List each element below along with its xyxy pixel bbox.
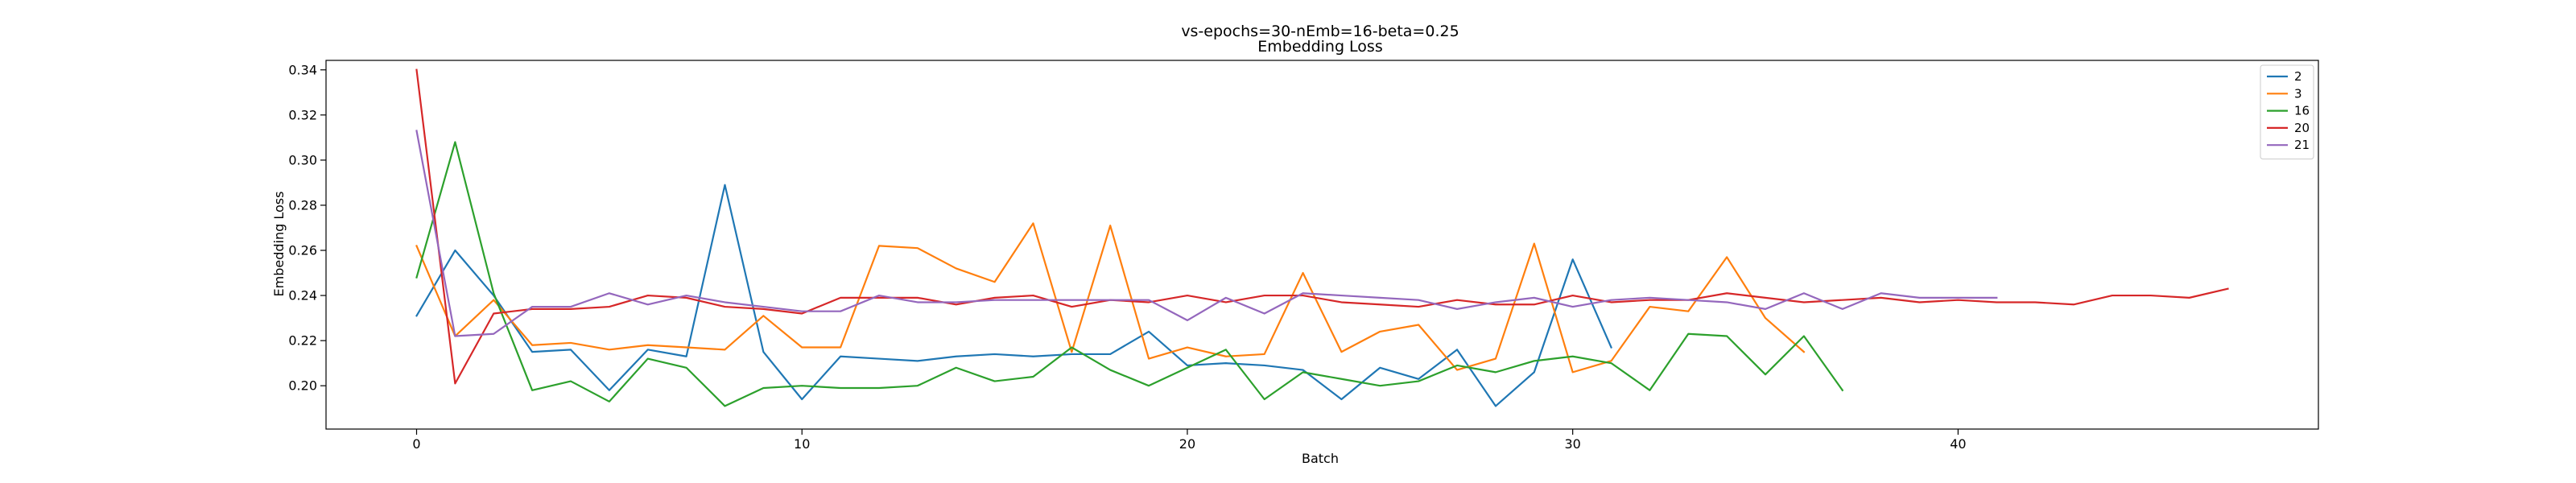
x-tick-label: 0 — [412, 436, 420, 452]
legend-box — [2260, 64, 2314, 159]
series-line-2 — [415, 184, 1612, 407]
y-tick-label: 0.20 — [288, 378, 317, 394]
legend: 2 3 16 20 21 — [2260, 64, 2314, 159]
y-tick-label: 0.34 — [288, 62, 317, 77]
x-tick-label: 30 — [1564, 436, 1580, 452]
chart-subtitle: Embedding Loss — [1257, 38, 1382, 56]
x-axis-label: Batch — [1302, 451, 1339, 466]
series-line-3 — [415, 222, 1806, 374]
chart-title: vs-epochs=30-nEmb=16-beta=0.25 — [1181, 23, 1459, 40]
legend-label-2: 2 — [2294, 69, 2302, 84]
x-tick-label: 20 — [1179, 436, 1195, 452]
x-tick-label: 40 — [1950, 436, 1966, 452]
y-tick-label: 0.24 — [288, 288, 317, 303]
series-line-20 — [415, 68, 2229, 385]
legend-label-21: 21 — [2294, 138, 2310, 152]
legend-label-3: 3 — [2294, 86, 2302, 101]
x-tick-label: 10 — [794, 436, 810, 452]
legend-label-16: 16 — [2294, 104, 2310, 118]
legend-label-20: 20 — [2294, 121, 2310, 135]
series-line-16 — [415, 141, 1844, 407]
y-tick-label: 0.28 — [288, 197, 317, 213]
y-tick-label: 0.32 — [288, 107, 317, 122]
plot-frame — [325, 60, 2319, 430]
y-tick-label: 0.30 — [288, 152, 317, 167]
y-tick-label: 0.26 — [288, 243, 317, 258]
series-line-21 — [415, 130, 1998, 337]
y-tick-label: 0.22 — [288, 333, 317, 349]
plot-area — [415, 68, 2229, 407]
y-axis-label: Embedding Loss — [271, 192, 287, 297]
axes: 0 10 20 30 40 0.20 0.22 0.24 0.26 0.28 0.30 0.32 0.3… — [288, 60, 2319, 452]
